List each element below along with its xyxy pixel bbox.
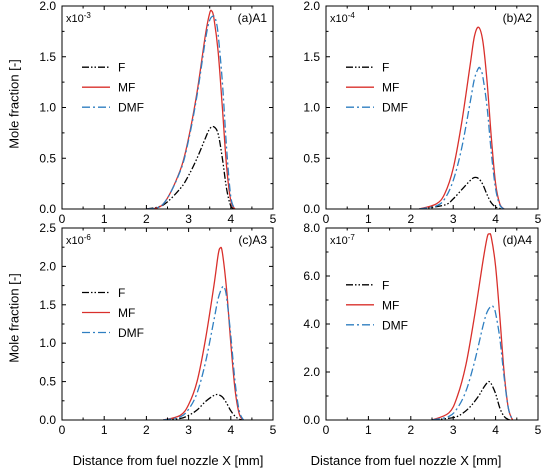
y-tick-label: 0.0 — [303, 413, 320, 427]
y-tick-label: 1.0 — [39, 336, 56, 350]
legend-label-f: F — [118, 286, 125, 300]
series-line-f — [146, 125, 236, 209]
x-tick-label: 5 — [270, 212, 277, 226]
y-multiplier: x10-4 — [330, 11, 355, 25]
y-multiplier-base: x10 — [330, 235, 348, 247]
series-line-mf — [431, 233, 514, 420]
x-tick-label: 5 — [270, 423, 277, 437]
legend-label-f: F — [118, 61, 125, 75]
x-tick-label: 4 — [492, 423, 499, 437]
x-tick-label: 3 — [185, 423, 192, 437]
series-line-mf — [419, 26, 505, 209]
y-multiplier-exponent: -4 — [348, 11, 356, 20]
x-tick-label: 3 — [450, 212, 457, 226]
panel-label: (b)A2 — [503, 11, 533, 25]
x-tick-label: 0 — [59, 423, 66, 437]
x-axis-label-left: Distance from fuel nozzle X [mm] — [72, 453, 264, 468]
x-tick-label: 0 — [323, 212, 330, 226]
series-line-f — [419, 176, 505, 209]
y-tick-label: 1.5 — [303, 50, 320, 64]
y-tick-label: 6.0 — [303, 269, 320, 283]
series-line-f — [431, 380, 513, 420]
y-multiplier-exponent: -7 — [348, 233, 356, 242]
y-tick-label: 0.5 — [303, 151, 320, 165]
series-line-dmf — [146, 15, 236, 209]
x-tick-label: 4 — [492, 212, 499, 226]
x-tick-label: 1 — [101, 212, 108, 226]
x-tick-label: 1 — [365, 212, 372, 226]
y-multiplier: x10-6 — [66, 233, 91, 247]
x-tick-label: 5 — [535, 212, 542, 226]
legend-label-dmf: DMF — [118, 101, 144, 115]
x-tick-label: 2 — [407, 212, 414, 226]
legend-label-dmf: DMF — [382, 101, 408, 115]
y-tick-label: 0.0 — [303, 202, 320, 216]
series-line-f — [163, 393, 244, 420]
y-tick-label: 0.5 — [39, 151, 56, 165]
y-multiplier-exponent: -6 — [84, 233, 92, 242]
y-tick-label: 1.5 — [39, 50, 56, 64]
y-tick-label: 2.0 — [303, 0, 320, 13]
x-tick-label: 3 — [450, 423, 457, 437]
legend-label-mf: MF — [118, 81, 135, 95]
y-axis-label-top-text: Mole fraction [-] — [6, 59, 22, 149]
y-tick-label: 1.0 — [303, 101, 320, 115]
y-multiplier: x10-7 — [330, 233, 355, 247]
panel-label: (a)A1 — [238, 11, 268, 25]
x-axis-label-right: Distance from fuel nozzle X [mm] — [310, 453, 502, 468]
panel-label: (d)A4 — [503, 233, 533, 247]
legend-label-dmf: DMF — [118, 326, 144, 340]
x-tick-label: 3 — [185, 212, 192, 226]
plot-frame — [61, 227, 274, 421]
x-tick-label: 2 — [143, 212, 150, 226]
y-axis-label-bottom-text: Mole fraction [-] — [6, 273, 22, 363]
x-tick-label: 0 — [323, 423, 330, 437]
y-tick-label: 2.0 — [303, 365, 320, 379]
panel-4: 0 1 2 3 4 5 0.0 2.0 4.0 6.0 8.0 x10-7 (d)A4 F MF DMF — [303, 221, 541, 437]
y-tick-label: 4.0 — [303, 317, 320, 331]
y-tick-label: 0.5 — [39, 375, 56, 389]
y-tick-label: 2.0 — [39, 0, 56, 13]
y-multiplier: x10-3 — [66, 11, 91, 25]
x-tick-label: 4 — [227, 212, 234, 226]
y-tick-label: 0.0 — [39, 413, 56, 427]
x-tick-label: 2 — [407, 423, 414, 437]
legend-label-f: F — [382, 61, 389, 75]
y-tick-label: 8.0 — [303, 221, 320, 235]
y-tick-label: 0.0 — [39, 202, 56, 216]
legend-label-mf: MF — [382, 298, 399, 312]
x-tick-label: 1 — [365, 423, 372, 437]
series-line-dmf — [163, 285, 245, 420]
panel-2: 0 1 2 3 4 5 0.0 0.5 1.0 1.5 2.0 x10-4 (b)A2 F MF DMF — [303, 0, 541, 226]
series-line-dmf — [419, 66, 505, 209]
y-multiplier-base: x10 — [66, 13, 84, 25]
panel-1: 0 1 2 3 4 5 0.0 0.5 1.0 1.5 2.0 x10-3 (a)A1 F MF DMF — [39, 0, 276, 226]
y-multiplier-base: x10 — [330, 13, 348, 25]
x-tick-label: 5 — [535, 423, 542, 437]
y-multiplier-base: x10 — [66, 235, 84, 247]
legend-label-mf: MF — [118, 306, 135, 320]
x-tick-label: 1 — [101, 423, 108, 437]
y-tick-label: 1.5 — [39, 298, 56, 312]
legend-label-f: F — [382, 278, 389, 292]
series-line-dmf — [431, 305, 514, 420]
y-tick-label: 2.5 — [39, 221, 56, 235]
legend-label-mf: MF — [382, 81, 399, 95]
y-multiplier-exponent: -3 — [84, 11, 92, 20]
series-line-mf — [146, 9, 236, 209]
y-tick-label: 1.0 — [39, 101, 56, 115]
x-tick-label: 2 — [143, 423, 150, 437]
legend-label-dmf: DMF — [382, 318, 408, 332]
series-line-mf — [163, 246, 244, 420]
panel-3: 0 1 2 3 4 5 0.0 0.5 1.0 1.5 2.0 2.5 x10-6 (c)A3 F MF DMF — [39, 221, 276, 437]
y-tick-label: 2.0 — [39, 259, 56, 273]
x-tick-label: 4 — [227, 423, 234, 437]
panel-label: (c)A3 — [238, 233, 267, 247]
x-tick-label: 0 — [59, 212, 66, 226]
